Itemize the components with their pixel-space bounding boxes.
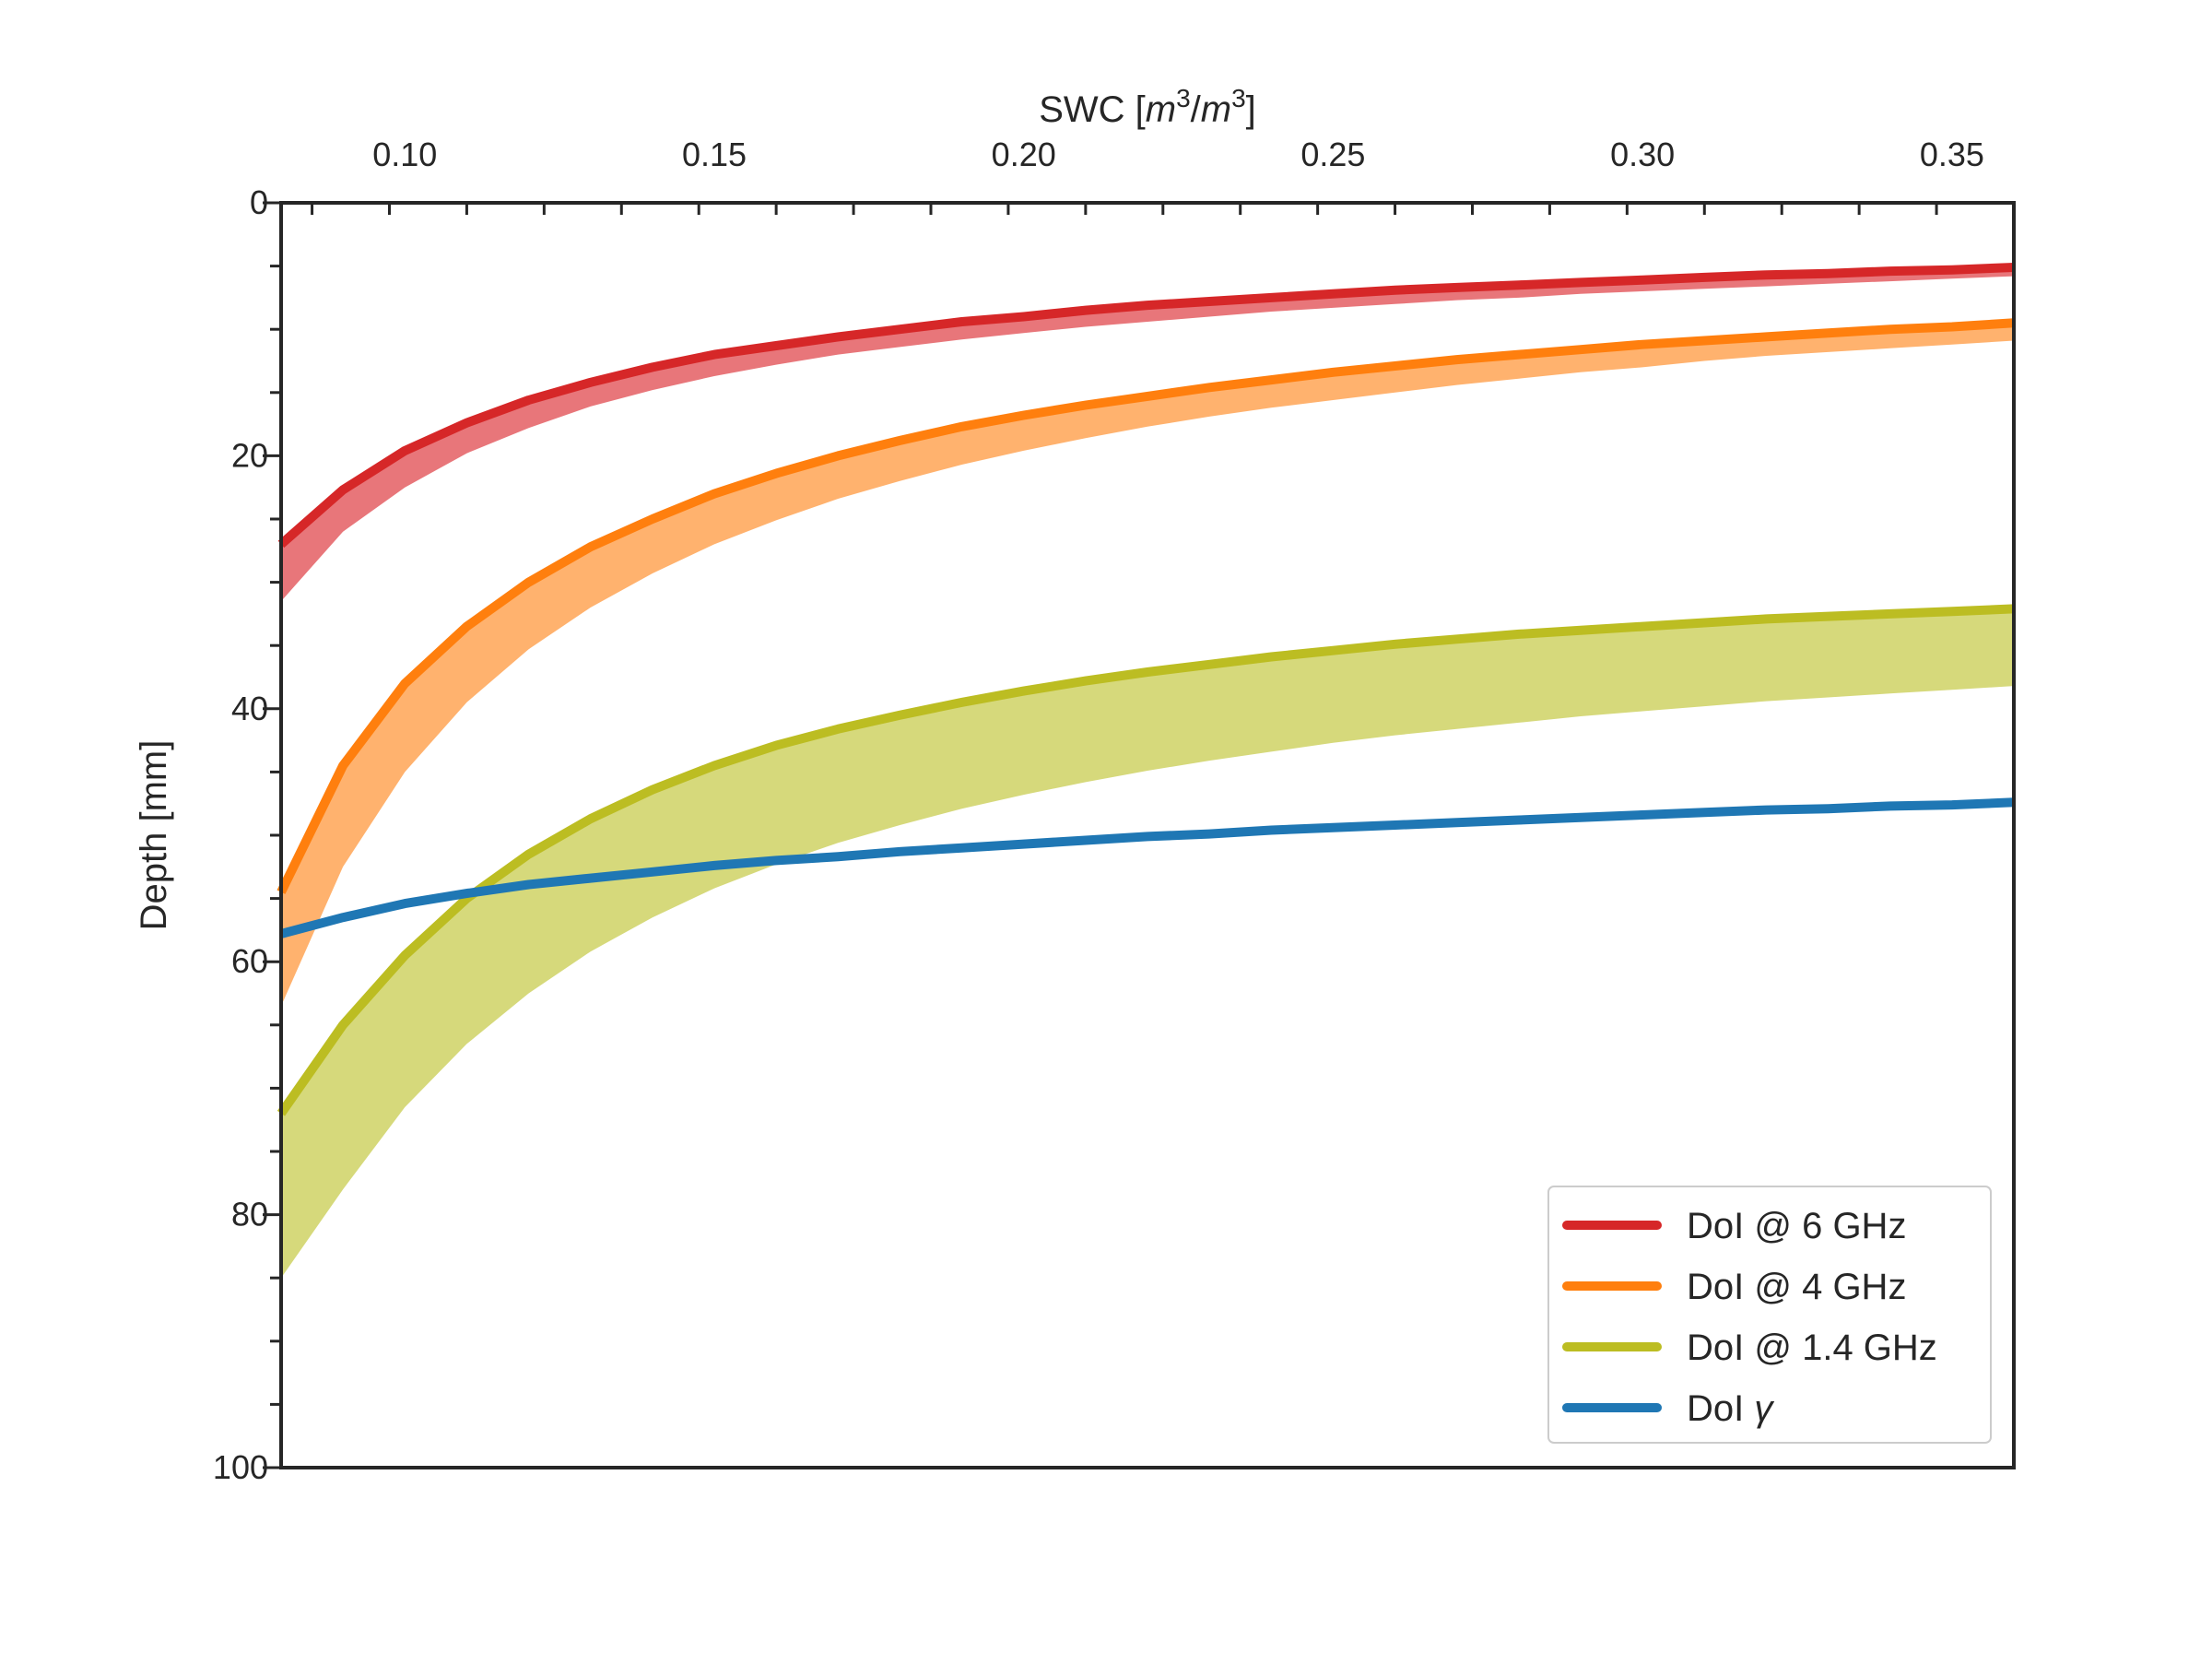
y-tick-label: 0	[250, 183, 268, 221]
y-tick-label: 20	[231, 436, 268, 474]
legend-label: DoI @ 1.4 GHz	[1687, 1328, 1937, 1368]
series-3-line	[279, 797, 2015, 938]
x-tick-label: 0.35	[1920, 136, 1984, 173]
x-tick-label: 0.30	[1610, 136, 1675, 173]
legend-label: DoI @ 4 GHz	[1687, 1267, 1906, 1307]
legend-item: DoI @ 1.4 GHz	[1562, 1328, 1937, 1368]
series-0-line	[277, 263, 2015, 549]
confidence-bands	[281, 267, 2014, 1279]
x-tick-label: 0.10	[372, 136, 437, 173]
x-tick-label: 0.25	[1300, 136, 1365, 173]
legend-item: DoI @ 4 GHz	[1562, 1267, 1906, 1307]
legend: DoI @ 6 GHz DoI @ 4 GHz DoI @ 1.4 GHz DoI γ	[1547, 1186, 1992, 1444]
x-axis-title: SWC [m3/m3]	[1039, 84, 1256, 130]
x-tick-label: 0.20	[992, 136, 1056, 173]
legend-label: DoI @ 6 GHz	[1687, 1206, 1906, 1246]
y-axis-ticks: 0 20 40 60 80 100	[213, 183, 281, 1486]
legend-item: DoI γ	[1562, 1388, 1774, 1429]
y-tick-label: 80	[231, 1196, 268, 1233]
series-0-band	[281, 267, 2014, 602]
legend-label: DoI γ	[1687, 1388, 1774, 1429]
y-tick-label: 60	[231, 942, 268, 980]
y-tick-label: 100	[213, 1448, 268, 1486]
y-tick-label: 40	[231, 690, 268, 727]
x-tick-label: 0.15	[682, 136, 747, 173]
series-2-band	[281, 608, 2014, 1279]
legend-box	[1547, 1186, 1992, 1444]
series-2-line	[276, 604, 2015, 1116]
legend-item: DoI @ 6 GHz	[1562, 1206, 1906, 1246]
series-lines	[276, 263, 2015, 1116]
series-1-line	[276, 318, 2015, 894]
x-axis-ticks: 0.10 0.15 0.20 0.25 0.30 0.35	[311, 136, 1984, 215]
y-axis-title: Depth [mm]	[134, 740, 174, 931]
